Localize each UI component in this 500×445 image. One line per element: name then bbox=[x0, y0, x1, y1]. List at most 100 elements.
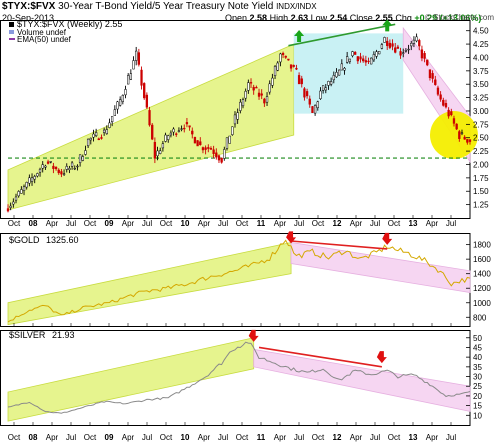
y-tick-label: 50 bbox=[473, 334, 482, 343]
legend-main: $TYX:$FVX (Weekly) 2.55 bbox=[17, 19, 122, 29]
candle-body bbox=[346, 56, 349, 63]
candle bbox=[140, 66, 143, 90]
candle-body bbox=[247, 82, 250, 91]
candle bbox=[383, 36, 386, 43]
y-tick-label: 45 bbox=[473, 343, 482, 352]
candle-body bbox=[343, 67, 346, 71]
x-tick-label: Oct bbox=[8, 433, 21, 442]
candle-body bbox=[102, 129, 106, 133]
candle bbox=[447, 107, 450, 119]
candle bbox=[354, 51, 357, 55]
candle-body bbox=[463, 136, 466, 140]
gold-legend: $GOLD 1325.60 bbox=[9, 235, 79, 245]
candle bbox=[62, 169, 66, 177]
candle bbox=[362, 55, 365, 63]
candle-body bbox=[394, 47, 397, 53]
silver-label: $SILVER bbox=[9, 330, 46, 340]
candle bbox=[204, 145, 207, 155]
candle-body bbox=[84, 150, 87, 155]
candle bbox=[402, 48, 405, 58]
candle bbox=[444, 99, 448, 109]
x-tick-label: Apr bbox=[426, 219, 439, 228]
legend-ema: EMA(50) undef bbox=[17, 35, 72, 44]
axes-and-ticks: 1.25 1.50 1.75 2.00 2.25 2.50 2.75 3.00 3.25 3.50… bbox=[8, 27, 492, 442]
x-tick-label: 13 bbox=[409, 219, 418, 228]
x-tick-label: 08 bbox=[29, 433, 38, 442]
candle bbox=[399, 47, 402, 59]
candle bbox=[41, 161, 44, 173]
candle bbox=[463, 135, 466, 140]
candle bbox=[9, 202, 12, 211]
candle-body bbox=[151, 124, 154, 140]
candle bbox=[241, 97, 245, 109]
candle-body bbox=[127, 75, 130, 85]
candle bbox=[151, 123, 154, 141]
y-tick-label: 4.00 bbox=[473, 53, 489, 62]
candle-body bbox=[276, 62, 279, 71]
candle-body bbox=[335, 72, 338, 78]
candle-body bbox=[73, 167, 76, 170]
candle bbox=[439, 91, 442, 102]
candle-body bbox=[391, 43, 394, 47]
candle bbox=[329, 77, 333, 87]
candle-body bbox=[62, 173, 66, 175]
candle-body bbox=[255, 87, 258, 89]
candle-body bbox=[289, 64, 293, 69]
candle bbox=[20, 186, 23, 194]
candle-body bbox=[137, 52, 141, 65]
candle bbox=[418, 38, 421, 51]
candle-body bbox=[268, 83, 271, 93]
trend-line bbox=[258, 346, 382, 368]
y-tick-label: 35 bbox=[473, 363, 482, 372]
candle bbox=[191, 127, 194, 139]
red-down-arrow bbox=[382, 232, 393, 245]
candle-body bbox=[271, 77, 274, 86]
candle-body bbox=[140, 69, 143, 86]
candle bbox=[450, 108, 453, 117]
candle bbox=[396, 44, 400, 49]
y-tick-label: 1.25 bbox=[473, 201, 489, 210]
candle-body bbox=[25, 182, 28, 188]
ohlc-readout: Open 2.58 High 2.63 Low 2.54 Close 2.55 … bbox=[225, 13, 482, 23]
legend-swatch-main bbox=[9, 22, 14, 27]
candle-body bbox=[92, 133, 95, 138]
symbol-label: $TYX:$FVX bbox=[2, 1, 56, 12]
candle-body bbox=[263, 98, 266, 104]
candle bbox=[281, 51, 285, 59]
candle bbox=[263, 97, 266, 107]
x-tick-label: Jul bbox=[446, 219, 456, 228]
candle bbox=[76, 164, 79, 171]
candle bbox=[458, 129, 461, 142]
candle bbox=[153, 137, 157, 164]
x-tick-label: Oct bbox=[160, 219, 173, 228]
x-tick-label: 11 bbox=[257, 219, 266, 228]
candle-body bbox=[415, 36, 418, 42]
candle bbox=[46, 159, 50, 165]
x-tick-label: Jul bbox=[218, 219, 228, 228]
candle-body bbox=[313, 105, 317, 114]
candle-body bbox=[54, 166, 58, 170]
consolidation-box bbox=[293, 33, 404, 114]
candle-body bbox=[167, 135, 170, 140]
x-tick-label: Jul bbox=[142, 219, 152, 228]
highlight-circle bbox=[429, 111, 478, 160]
candle-body bbox=[132, 60, 135, 70]
candle bbox=[183, 124, 186, 133]
candle-body bbox=[402, 52, 405, 54]
candle bbox=[289, 64, 293, 72]
candle bbox=[116, 100, 119, 114]
candle-body bbox=[370, 57, 373, 65]
silver-panel bbox=[7, 329, 471, 422]
candle bbox=[100, 134, 103, 140]
candle-body bbox=[375, 51, 378, 57]
candle-body bbox=[217, 155, 221, 161]
candle bbox=[86, 138, 90, 148]
y-tick-label: 1600 bbox=[473, 255, 491, 264]
candle-body bbox=[273, 66, 277, 76]
candle-body bbox=[175, 133, 178, 135]
x-tick-label: Oct bbox=[236, 433, 249, 442]
y-tick-label: 1200 bbox=[473, 284, 491, 293]
candle bbox=[199, 137, 202, 146]
candle-body bbox=[372, 54, 376, 61]
candle-body bbox=[279, 53, 282, 63]
